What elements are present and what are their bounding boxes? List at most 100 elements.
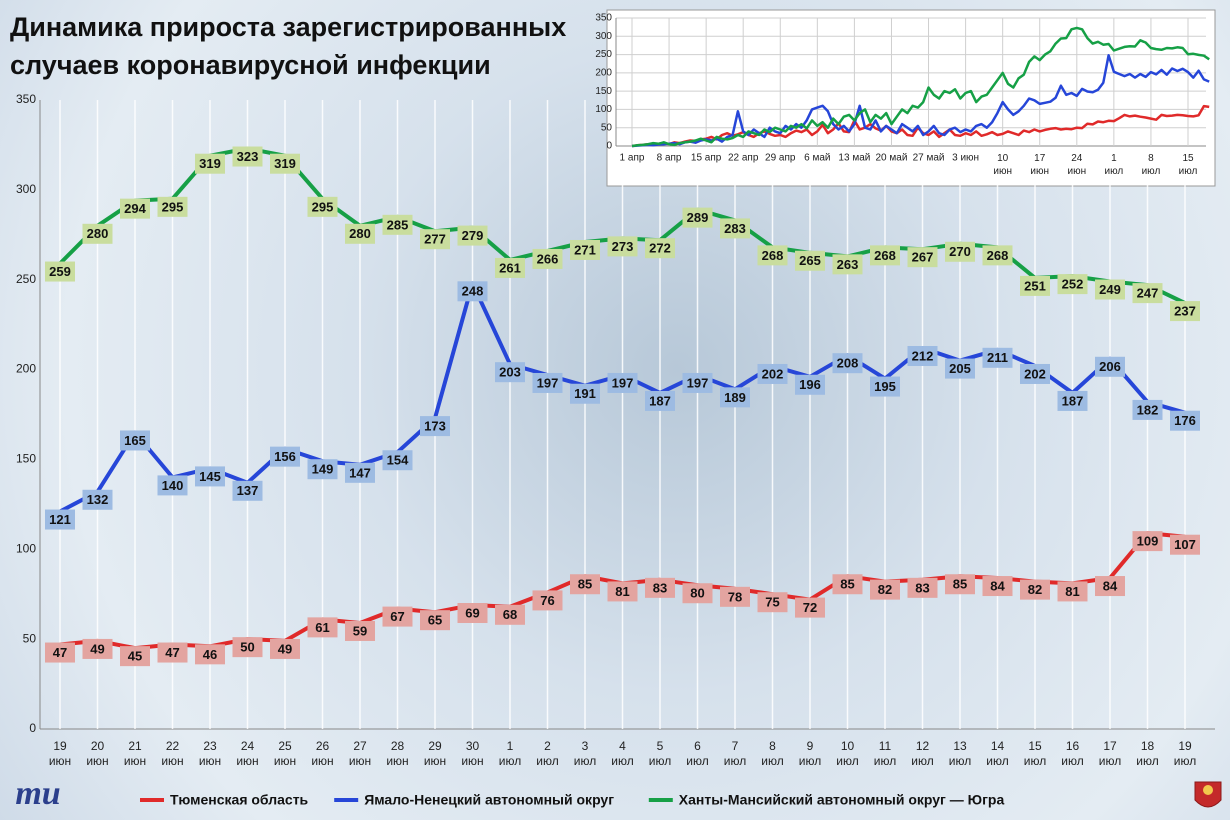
x-tick-label: 23 июн (199, 739, 221, 768)
data-label-box (1020, 275, 1050, 296)
data-label-box (870, 579, 900, 600)
x-tick-label: 21 июн (124, 739, 146, 768)
data-label-box (720, 586, 750, 607)
data-label-box (382, 214, 413, 235)
data-label-box (1132, 531, 1163, 552)
data-label-box (82, 489, 113, 510)
x-tick-label: 2 июл (536, 739, 558, 768)
data-label: 206 (1099, 359, 1121, 374)
data-label: 78 (728, 589, 742, 604)
data-label: 212 (912, 348, 934, 363)
data-label: 272 (649, 241, 671, 256)
data-label-box (870, 245, 900, 266)
data-label-box (607, 236, 638, 257)
x-tick-label: 1 июл (499, 739, 521, 768)
data-label-box (1170, 534, 1200, 555)
data-label-box (570, 239, 600, 260)
data-label-box (420, 416, 450, 437)
data-label-box (1020, 363, 1050, 384)
x-tick-label: 8 апр (657, 153, 682, 164)
data-label: 261 (499, 260, 521, 275)
logo: mu (15, 775, 60, 812)
data-label: 80 (690, 586, 704, 601)
data-label-box (232, 146, 263, 167)
data-label: 83 (915, 580, 929, 595)
data-label: 187 (1062, 393, 1084, 408)
data-label-box (570, 383, 600, 404)
data-label: 197 (537, 375, 559, 390)
x-tick-label: 20 июн (86, 739, 108, 768)
x-tick-label: 29 апр (765, 153, 796, 164)
data-label: 191 (574, 386, 596, 401)
data-label-box (795, 250, 825, 271)
data-label-box (195, 153, 225, 174)
data-label: 280 (349, 226, 371, 241)
data-label-box (832, 254, 863, 275)
x-tick-label: 6 май (804, 153, 830, 164)
data-label: 65 (428, 613, 442, 628)
y-tick-label: 200 (16, 362, 36, 376)
data-label: 283 (724, 221, 746, 236)
data-label: 61 (315, 620, 329, 635)
data-label: 266 (537, 251, 559, 266)
legend-label: Ханты-Мансийский автономный округ — Югра (679, 792, 1005, 808)
data-label-box (120, 646, 150, 667)
y-tick-label: 250 (16, 272, 36, 286)
data-label-box (945, 358, 975, 379)
x-tick-label: 25 июн (274, 739, 296, 768)
y-tick-label: 350 (16, 92, 36, 106)
data-label: 145 (199, 469, 221, 484)
data-label: 67 (390, 609, 404, 624)
data-label-box (907, 346, 938, 367)
y-tick-label: 300 (595, 31, 612, 42)
data-label: 237 (1174, 304, 1196, 319)
data-label: 85 (578, 577, 592, 592)
data-label-box (120, 430, 150, 451)
data-label-box (907, 577, 938, 598)
data-label: 252 (1062, 277, 1084, 292)
x-tick-label: 15 апр (691, 153, 722, 164)
data-label-box (945, 241, 975, 262)
data-label: 273 (612, 239, 634, 254)
data-label-box (1132, 399, 1163, 420)
x-tick-label: 10 июн (993, 153, 1012, 177)
data-label: 47 (165, 645, 179, 660)
y-tick-label: 150 (16, 452, 36, 466)
data-label-box (382, 450, 413, 471)
data-label: 263 (837, 257, 859, 272)
data-label-box (307, 617, 338, 638)
x-tick-label: 17 июл (1099, 739, 1121, 768)
x-tick-label: 16 июл (1061, 739, 1083, 768)
data-label: 265 (799, 253, 821, 268)
series-line (631, 54, 1210, 148)
data-label-box (832, 574, 863, 595)
x-tick-label: 10 июл (836, 739, 858, 768)
y-tick-label: 50 (23, 631, 37, 645)
x-tick-label: 27 май (913, 153, 945, 164)
data-label: 196 (799, 377, 821, 392)
y-tick-label: 0 (29, 721, 36, 735)
data-label-box (607, 372, 638, 393)
data-label: 187 (649, 393, 671, 408)
data-label-box (307, 196, 338, 217)
data-label: 295 (162, 199, 184, 214)
data-label-box (457, 602, 488, 623)
data-label: 205 (949, 361, 971, 376)
data-label: 208 (837, 356, 859, 371)
data-label-box (720, 387, 750, 408)
data-label: 259 (49, 264, 71, 279)
data-label-box (1132, 283, 1163, 304)
data-label: 68 (503, 607, 517, 622)
x-tick-label: 8 июл (1142, 153, 1161, 177)
data-label-box (157, 475, 188, 496)
data-label-box (382, 606, 413, 627)
data-label: 211 (987, 350, 1008, 365)
x-tick-label: 17 июн (1030, 153, 1049, 177)
x-tick-label: 12 июл (911, 739, 933, 768)
data-label: 46 (203, 647, 217, 662)
data-label-box (157, 642, 188, 663)
legend-label: Ямало-Ненецкий автономный округ (364, 792, 614, 808)
data-label: 319 (274, 156, 296, 171)
data-label-box (45, 261, 75, 282)
